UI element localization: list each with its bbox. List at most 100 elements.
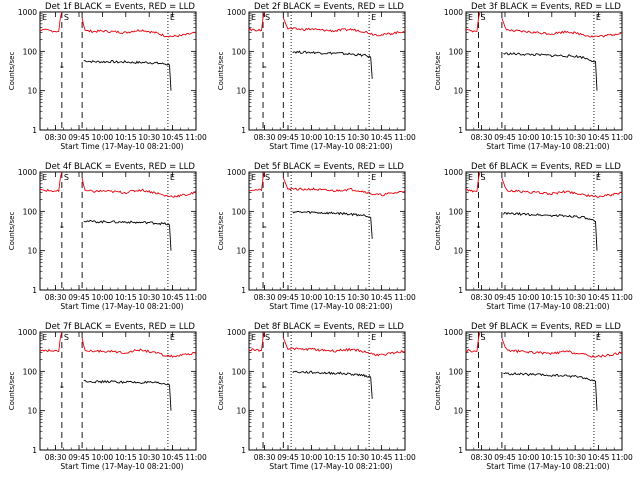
y-axis-label: Counts/sec — [217, 212, 225, 251]
x-tick-label: 10:30 — [564, 293, 586, 302]
plot-frame — [39, 331, 197, 451]
marker-e-end: E — [596, 13, 601, 22]
panel-title: Det 2f BLACK = Events, RED = LLD — [254, 2, 404, 12]
y-axis-label: Counts/sec — [8, 212, 16, 251]
plot-frame — [465, 11, 623, 131]
marker-s: S — [265, 333, 270, 342]
x-tick-label: 09:45 — [277, 293, 299, 302]
x-tick-label: 11:00 — [394, 453, 416, 462]
events-series-line — [292, 50, 373, 79]
panel-title: Det 3f BLACK = Events, RED = LLD — [471, 2, 621, 12]
marker-e-start: E — [251, 13, 256, 22]
lld-series-line — [501, 17, 623, 38]
events-series-line — [83, 60, 172, 91]
y-tick-label: 10 — [453, 87, 463, 96]
y-tick-label: 1 — [32, 286, 37, 295]
y-axis-label: Counts/sec — [8, 372, 16, 411]
marker-e-start: E — [42, 333, 47, 342]
x-axis-label: Start Time (17-May-10 08:21:00) — [486, 302, 609, 311]
x-axis-label: Start Time (17-May-10 08:21:00) — [269, 142, 392, 151]
x-tick-label: 10:45 — [162, 133, 184, 142]
lld-series-line — [39, 331, 63, 353]
lld-series-line — [40, 171, 63, 193]
x-axis-label: Start Time (17-May-10 08:21:00) — [60, 462, 183, 471]
x-tick-label: 10:45 — [588, 453, 610, 462]
marker-s: S — [480, 333, 485, 342]
y-axis-label: Counts/sec — [434, 372, 442, 411]
x-tick-label: 10:45 — [162, 453, 184, 462]
y-tick-label: 1000 — [227, 168, 246, 177]
y-tick-label: 100 — [449, 207, 464, 216]
detector-panel: Det 5f BLACK = Events, RED = LLD 1 10 100 10… — [217, 162, 416, 311]
x-tick-label: 09:45 — [68, 293, 90, 302]
detector-panel: Det 6f BLACK = Events, RED = LLD 1 10 100 10… — [434, 162, 633, 311]
panel-title: Det 5f BLACK = Events, RED = LLD — [254, 162, 404, 172]
x-tick-label: 10:45 — [371, 293, 393, 302]
marker-e-end: E — [170, 13, 175, 22]
marker-s: S — [64, 173, 69, 182]
x-tick-label: 10:30 — [347, 293, 369, 302]
y-tick-label: 100 — [23, 367, 38, 376]
lld-series-line — [282, 177, 406, 197]
x-tick-label: 10:45 — [588, 133, 610, 142]
x-tick-label: 10:00 — [301, 133, 323, 142]
y-tick-label: 1 — [32, 446, 37, 455]
marker-e-end: E — [371, 173, 376, 182]
x-tick-label: 10:45 — [371, 453, 393, 462]
x-axis-label: Start Time (17-May-10 08:21:00) — [269, 302, 392, 311]
panel-title: Det 6f BLACK = Events, RED = LLD — [471, 162, 621, 172]
x-tick-label: 10:15 — [541, 293, 563, 302]
x-tick-label: 10:00 — [92, 453, 114, 462]
y-tick-label: 10 — [27, 247, 37, 256]
x-tick-label: 10:30 — [564, 133, 586, 142]
marker-e-start: E — [251, 333, 256, 342]
y-tick-label: 1000 — [227, 328, 246, 337]
x-tick-label: 09:45 — [68, 453, 90, 462]
y-tick-label: 10 — [453, 407, 463, 416]
lld-series-line — [282, 17, 406, 37]
y-tick-label: 1000 — [18, 168, 37, 177]
marker-e-start: E — [468, 333, 473, 342]
y-tick-label: 100 — [449, 367, 464, 376]
x-tick-label: 09:45 — [494, 133, 516, 142]
marker-s: S — [480, 13, 485, 22]
x-axis-label: Start Time (17-May-10 08:21:00) — [60, 142, 183, 151]
detector-panel: Det 1f BLACK = Events, RED = LLD 1 10 100 10… — [8, 2, 207, 151]
x-tick-label: 10:00 — [301, 293, 323, 302]
x-tick-label: 10:00 — [518, 133, 540, 142]
x-tick-label: 11:00 — [611, 133, 633, 142]
x-tick-label: 10:30 — [138, 133, 160, 142]
x-tick-label: 10:00 — [518, 293, 540, 302]
y-tick-label: 1 — [241, 286, 246, 295]
y-tick-label: 1 — [32, 126, 37, 135]
x-tick-label: 11:00 — [611, 453, 633, 462]
lld-series-line — [81, 178, 197, 198]
detector-panel: Det 2f BLACK = Events, RED = LLD 1 10 100 10… — [217, 2, 416, 151]
y-tick-label: 1 — [458, 126, 463, 135]
lld-series-line — [248, 331, 266, 352]
panel-title: Det 1f BLACK = Events, RED = LLD — [45, 2, 195, 12]
marker-s: S — [480, 173, 485, 182]
events-series-line — [83, 219, 172, 251]
x-tick-label: 10:30 — [564, 453, 586, 462]
x-tick-label: 08:30 — [45, 133, 67, 142]
x-tick-label: 10:00 — [518, 453, 540, 462]
y-tick-label: 100 — [23, 47, 38, 56]
marker-e-end: E — [596, 173, 601, 182]
marker-e-end: E — [596, 333, 601, 342]
x-tick-label: 10:30 — [347, 453, 369, 462]
x-tick-label: 10:15 — [541, 133, 563, 142]
events-series-line — [503, 211, 598, 251]
y-tick-label: 10 — [27, 87, 37, 96]
y-tick-label: 100 — [449, 47, 464, 56]
lld-series-line — [501, 337, 623, 358]
x-tick-label: 10:45 — [371, 133, 393, 142]
x-tick-label: 11:00 — [611, 293, 633, 302]
x-axis-label: Start Time (17-May-10 08:21:00) — [486, 142, 609, 151]
marker-s: S — [64, 13, 69, 22]
plot-frame — [39, 11, 197, 131]
x-tick-label: 08:30 — [45, 293, 67, 302]
x-tick-label: 10:45 — [162, 293, 184, 302]
y-tick-label: 10 — [27, 407, 37, 416]
